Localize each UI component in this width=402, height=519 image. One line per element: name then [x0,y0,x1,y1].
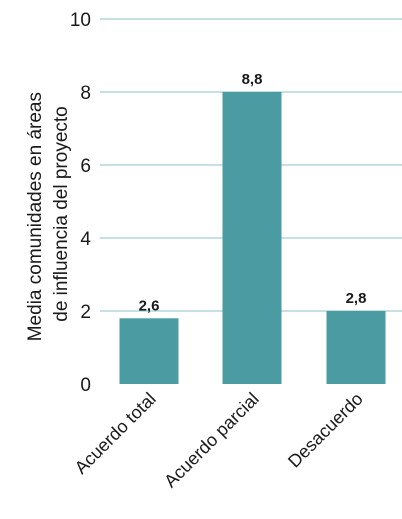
y-tick-label-0: 0 [80,375,91,396]
bar-data-label-2: 8,8 [242,71,263,88]
bar-3 [326,311,386,384]
x-category-label-2: Acuerdo parcial [160,389,263,492]
bar-data-label-1: 2,6 [139,297,160,314]
bar-data-label-3: 2,8 [346,290,367,307]
bar-data-labels: 2,6 8,8 2,8 [139,71,367,314]
x-axis-category-labels: Acuerdo total Acuerdo parcial Desacuerdo [71,389,367,492]
bar-2 [222,92,282,384]
y-tick-label-10: 10 [70,10,91,31]
y-tick-label-6: 6 [80,156,91,177]
y-tick-label-8: 8 [80,83,91,104]
x-category-label-1: Acuerdo total [71,389,160,478]
y-tick-label-2: 2 [80,302,91,323]
y-axis-ticks: 0 2 4 6 8 10 [70,10,92,396]
y-axis-title-line-2: de influencia del proyecto [51,106,72,321]
x-category-label-3: Desacuerdo [284,389,367,472]
bars [119,92,386,384]
y-tick-label-4: 4 [80,229,91,250]
y-axis-title: Media comunidades en áreas de influencia… [25,87,72,342]
y-axis-title-line-1: Media comunidades en áreas [25,92,46,341]
bar-1 [119,318,179,384]
